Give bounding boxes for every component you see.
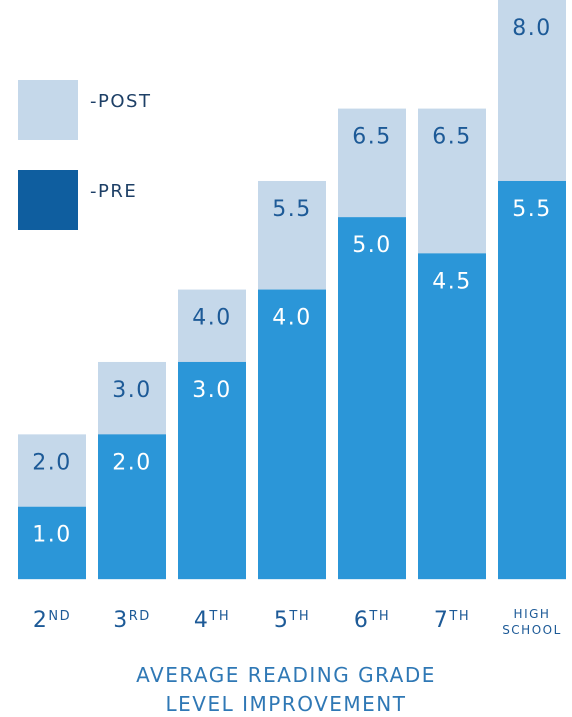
category-suffix: TH (368, 609, 390, 624)
category-number: 7 (434, 608, 450, 633)
value-label: 1.0 (32, 523, 72, 548)
category-number: 5 (274, 608, 290, 633)
legend-swatch (18, 170, 78, 230)
category-suffix: RD (129, 609, 151, 624)
legend-label: -PRE (90, 181, 137, 202)
bar (498, 180, 566, 580)
value-label: 4.5 (432, 269, 472, 294)
category-suffix: TH (208, 609, 230, 624)
x-tick-label: 3RD (113, 608, 151, 633)
category-number: 3 (113, 608, 129, 633)
value-label: 6.5 (352, 125, 392, 150)
category-line: SCHOOL (502, 623, 562, 637)
value-label: 5.0 (352, 233, 392, 258)
x-tick-label: 2ND (33, 608, 71, 633)
value-label: 3.0 (192, 378, 232, 403)
x-tick-label: 5TH (274, 608, 310, 633)
value-label: 2.0 (112, 450, 152, 475)
category-number: 4 (194, 608, 210, 633)
bar (418, 253, 486, 580)
legend-label: -POST (90, 91, 151, 112)
value-label: 4.0 (192, 306, 232, 331)
x-tick-label: 4TH (194, 608, 230, 633)
bar (18, 506, 86, 580)
value-label: 5.5 (272, 197, 312, 222)
value-label: 5.5 (512, 197, 552, 222)
value-label: 6.5 (432, 125, 472, 150)
x-tick-label: HIGH SCHOOL (502, 607, 562, 637)
bar (98, 434, 166, 580)
bar (258, 289, 326, 580)
bar (338, 217, 406, 580)
category-suffix: TH (288, 609, 310, 624)
x-tick-label: 7TH (434, 608, 470, 633)
value-label: 8.0 (512, 16, 552, 41)
legend-swatch (18, 80, 78, 140)
chart-title: LEVEL IMPROVEMENT (166, 692, 407, 716)
chart-title: AVERAGE READING GRADE (136, 663, 436, 687)
category-number: 6 (354, 608, 370, 633)
x-tick-label: 6TH (354, 608, 390, 633)
category-line: HIGH (514, 607, 551, 621)
category-suffix: TH (448, 609, 470, 624)
category-number: 2 (33, 608, 49, 633)
value-label: 4.0 (272, 306, 312, 331)
value-label: 3.0 (112, 378, 152, 403)
value-label: 2.0 (32, 450, 72, 475)
category-suffix: ND (48, 609, 71, 624)
bar (178, 361, 246, 580)
